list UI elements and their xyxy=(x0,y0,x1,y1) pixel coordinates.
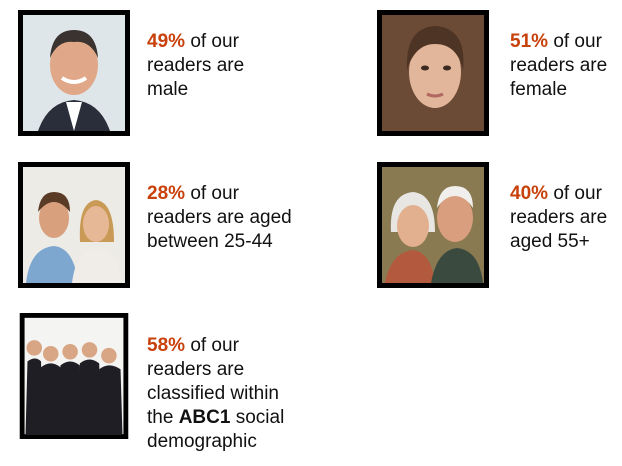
text: aged 55+ xyxy=(510,230,607,254)
photo-seniors xyxy=(377,162,489,288)
text: of our xyxy=(553,183,602,204)
photo-male xyxy=(18,10,130,136)
text: female xyxy=(510,78,607,102)
text: classified within xyxy=(147,382,284,406)
text: readers are xyxy=(510,206,607,230)
text: readers are xyxy=(147,358,284,382)
photo-couple xyxy=(18,162,130,288)
stat: 28% xyxy=(147,183,185,204)
photo-female xyxy=(377,10,489,136)
text: readers are xyxy=(147,54,244,78)
stat-text: 51% of our readers are female xyxy=(510,30,607,102)
page: 49% of our readers are male 51% of our r… xyxy=(0,0,622,466)
text: between 25-44 xyxy=(147,230,292,254)
stat: 49% xyxy=(147,31,185,52)
text: of our xyxy=(553,31,602,52)
bold-text: ABC1 xyxy=(179,407,231,428)
text: male xyxy=(147,78,244,102)
text: social xyxy=(236,407,285,428)
stat-text: 49% of our readers are male xyxy=(147,30,244,102)
photo-business-group xyxy=(18,313,130,439)
text: demographic xyxy=(147,430,284,454)
text: of our xyxy=(190,183,239,204)
stat-text: 40% of our readers are aged 55+ xyxy=(510,182,607,254)
text: of our xyxy=(190,31,239,52)
text: readers are aged xyxy=(147,206,292,230)
stat: 58% xyxy=(147,335,185,356)
text: the xyxy=(147,407,173,428)
text: of our xyxy=(190,335,239,356)
stat-text: 28% of our readers are aged between 25-4… xyxy=(147,182,292,254)
text: readers are xyxy=(510,54,607,78)
stat: 51% xyxy=(510,31,548,52)
stat-text: 58% of our readers are classified within… xyxy=(147,334,284,454)
stat: 40% xyxy=(510,183,548,204)
